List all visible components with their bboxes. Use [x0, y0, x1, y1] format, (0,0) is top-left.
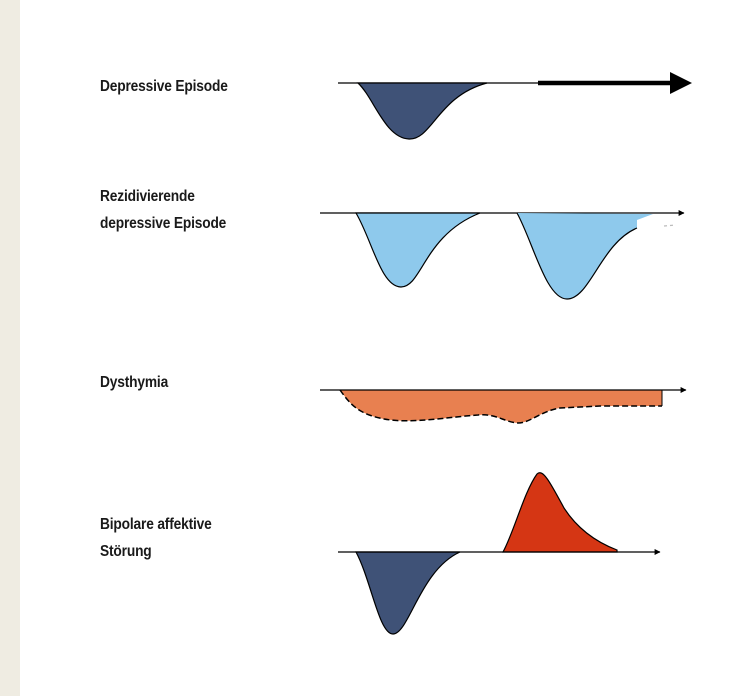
- recurrent-trough-second: [517, 213, 653, 299]
- label-recurrent-depressive-episode: Rezidivierende depressive Episode: [100, 183, 226, 237]
- label-line: Depressive Episode: [100, 78, 228, 95]
- bipolar-course: [338, 472, 661, 635]
- bipolar-depressive-trough: [354, 551, 461, 635]
- depressive-trough: [356, 82, 488, 140]
- bipolar-manic-peak: [501, 472, 618, 553]
- thick-arrow-head: [670, 72, 692, 94]
- label-depressive-episode: Depressive Episode: [100, 73, 228, 100]
- depressive-episode-course: [338, 72, 692, 140]
- label-dysthymia: Dysthymia: [100, 369, 168, 396]
- dysthymia-dashed-outline: [339, 389, 662, 424]
- label-line: Dysthymia: [100, 374, 169, 391]
- label-line: Störung: [100, 543, 152, 560]
- recurrent-trough-first: [354, 212, 481, 288]
- label-line: Rezidivierende: [100, 188, 195, 205]
- label-bipolar-disorder: Bipolare affektive Störung: [100, 511, 212, 565]
- label-line: depressive Episode: [100, 215, 227, 232]
- label-line: Bipolare affektive: [100, 516, 212, 533]
- recurrent-depressive-course: [320, 210, 685, 300]
- dysthymia-area: [340, 390, 662, 423]
- faded-tail: [663, 224, 677, 227]
- dysthymia-course: [320, 387, 687, 424]
- recurrent-trough-second-outline: [516, 212, 638, 300]
